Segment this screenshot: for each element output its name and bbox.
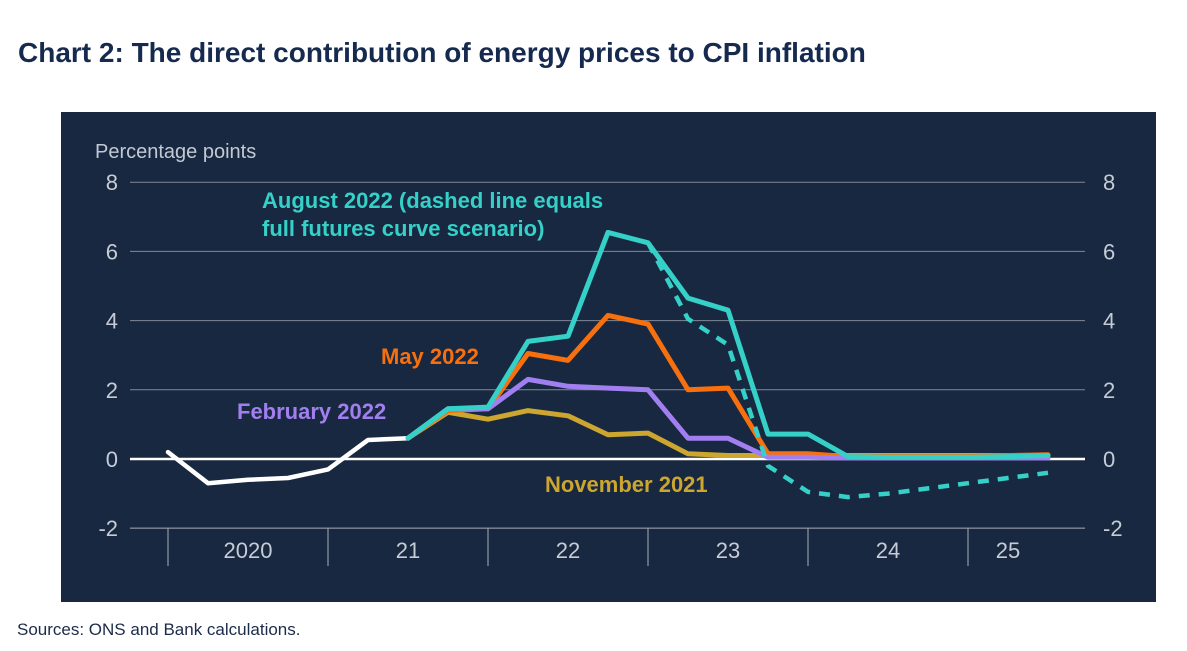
legend-august-2022-line1: August 2022 (dashed line equals bbox=[262, 188, 604, 213]
legend-august-2022-line2: full futures curve scenario) bbox=[262, 216, 545, 241]
x-tick-label: 23 bbox=[716, 538, 740, 563]
x-tick-label: 2020 bbox=[224, 538, 273, 563]
x-tick-label: 21 bbox=[396, 538, 420, 563]
y-tick-label-right: -2 bbox=[1103, 516, 1123, 541]
legend-may-2022: May 2022 bbox=[381, 344, 479, 369]
y-tick-label-left: 2 bbox=[106, 378, 118, 403]
y-tick-label-right: 6 bbox=[1103, 239, 1115, 264]
y-tick-label-left: 6 bbox=[106, 239, 118, 264]
y-tick-label-left: 4 bbox=[106, 309, 118, 334]
source-note: Sources: ONS and Bank calculations. bbox=[17, 620, 301, 639]
y-tick-label-right: 2 bbox=[1103, 378, 1115, 403]
legend-february-2022: February 2022 bbox=[237, 399, 387, 424]
series-line-august-2022-full-futures-curve-scenario bbox=[646, 241, 1049, 500]
y-tick-label-left: 8 bbox=[106, 170, 118, 195]
series-line-outturn bbox=[165, 435, 411, 486]
x-tick-label: 22 bbox=[556, 538, 580, 563]
y-tick-label-left: -2 bbox=[98, 516, 118, 541]
series-line-august-2022 bbox=[405, 229, 1051, 460]
legend-november-2021: November 2021 bbox=[545, 472, 708, 497]
x-tick-label: 25 bbox=[996, 538, 1020, 563]
x-tick-label: 24 bbox=[876, 538, 900, 563]
chart-title: Chart 2: The direct contribution of ener… bbox=[18, 36, 866, 68]
y-tick-label-left: 0 bbox=[106, 447, 118, 472]
y-tick-label-right: 8 bbox=[1103, 170, 1115, 195]
y-axis-unit-label: Percentage points bbox=[95, 141, 257, 163]
y-tick-label-right: 0 bbox=[1103, 447, 1115, 472]
chart-panel: 8 8 6 6 4 4 2 2 0 0 -2 -2 2020 21 22 23 24 25 Percentage … bbox=[61, 112, 1156, 602]
y-tick-label-right: 4 bbox=[1103, 309, 1115, 334]
legend-august-2022: August 2022 (dashed line equals full fut… bbox=[262, 187, 603, 243]
series-line-november-2021 bbox=[405, 408, 1051, 458]
series-line-may-2022 bbox=[405, 312, 1051, 460]
